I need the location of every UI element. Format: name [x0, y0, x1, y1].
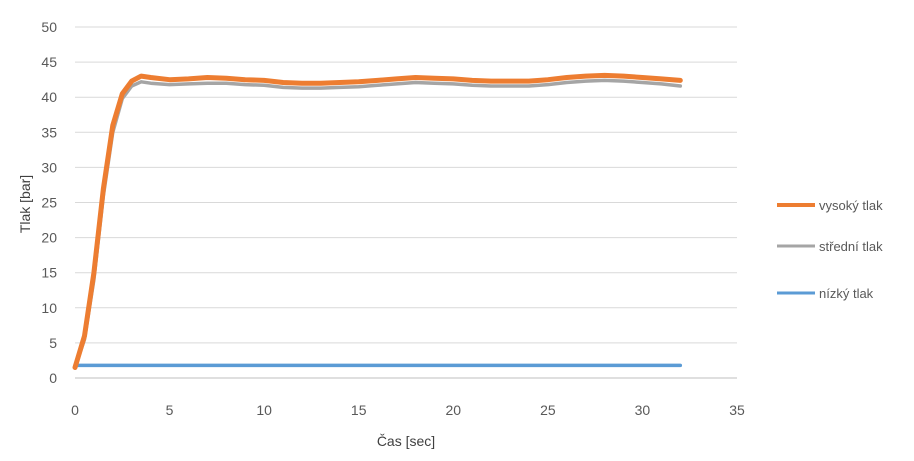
y-tick-label: 50: [41, 19, 57, 35]
x-tick-label: 15: [351, 402, 367, 418]
series-line-0: [72, 72, 683, 370]
y-tick-label: 35: [41, 124, 57, 140]
legend-label-2: nízký tlak: [819, 286, 874, 301]
x-tick-label: 0: [71, 402, 79, 418]
y-tick-label: 20: [41, 230, 57, 246]
y-axis-title: Tlak [bar]: [17, 175, 33, 233]
legend: vysoký tlak střední tlak nízký tlak: [777, 198, 883, 301]
x-axis-title: Čas [sec]: [377, 433, 435, 449]
legend-label-0: vysoký tlak: [819, 198, 883, 213]
y-tick-labels: 0 5 10 15 20 25 30 35 40 45 50: [41, 19, 57, 386]
y-tick-label: 0: [49, 370, 57, 386]
y-tick-label: 25: [41, 195, 57, 211]
x-tick-labels: 0 5 10 15 20 25 30 35: [71, 402, 745, 418]
y-tick-label: 40: [41, 89, 57, 105]
x-tick-label: 10: [256, 402, 272, 418]
y-tick-label: 5: [49, 335, 57, 351]
series-lines: [72, 72, 683, 370]
x-tick-label: 30: [635, 402, 651, 418]
y-tick-label: 10: [41, 300, 57, 316]
y-tick-label: 30: [41, 159, 57, 175]
x-tick-label: 20: [445, 402, 461, 418]
y-tick-label: 15: [41, 265, 57, 281]
x-tick-label: 25: [540, 402, 556, 418]
y-tick-label: 45: [41, 54, 57, 70]
x-tick-label: 35: [729, 402, 745, 418]
series-line-1: [73, 78, 683, 370]
gridlines: [75, 26, 737, 344]
legend-label-1: střední tlak: [819, 239, 883, 254]
x-tick-label: 5: [166, 402, 174, 418]
